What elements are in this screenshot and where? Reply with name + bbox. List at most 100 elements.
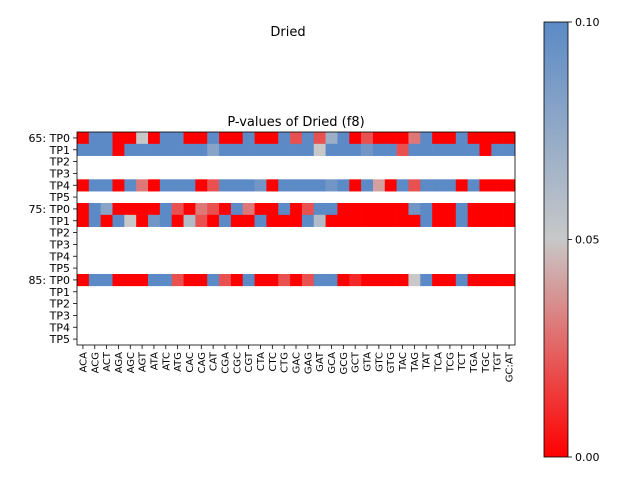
heatmap-cell [219,143,232,156]
heatmap-cell [432,132,445,145]
heatmap-cell [278,179,291,192]
heatmap-cell [455,179,468,192]
heatmap-cell [325,274,338,287]
plot-frame [76,131,516,346]
heatmap-cell [503,274,516,287]
heatmap-cell [100,203,113,216]
heatmap-cell [112,274,125,287]
heatmap-cell [361,179,374,192]
heatmap-cell [325,143,338,156]
column-label: CAC [185,352,196,373]
heatmap-cell [77,143,90,156]
heatmap-cell [278,214,291,227]
heatmap-cell [195,179,208,192]
column-label: ACG [90,352,101,373]
heatmap-cell [337,214,350,227]
heatmap-cell [384,132,397,145]
heatmap-cell [491,179,504,192]
heatmap-cell [207,143,220,156]
heatmap-cell [136,214,149,227]
column-label: GTC [374,352,385,372]
heatmap-cell [88,274,101,287]
heatmap-cell [361,143,374,156]
heatmap-cell [88,203,101,216]
heatmap-cell [124,179,137,192]
heatmap-cell [372,132,386,145]
heatmap-cell [408,203,421,216]
heatmap-cell [432,179,445,192]
heatmap-cell [408,143,421,156]
heatmap-cell [420,214,433,227]
heatmap-cell [408,179,421,192]
heatmap-cell [467,179,480,192]
heatmap-cell [396,274,409,287]
heatmap-cell [443,143,457,156]
heatmap-cell [242,132,255,145]
heatmap-cell [313,179,326,192]
heatmap-cell [266,143,279,156]
row-label: TP3 [49,309,70,322]
heatmap-cell [124,143,137,156]
heatmap-cell [183,214,196,227]
heatmap-cell [408,214,421,227]
heatmap-cell [479,143,492,156]
heatmap-cell [148,203,161,216]
heatmap-cell [408,132,421,145]
heatmap-cell [349,179,362,192]
heatmap-cell [124,214,137,227]
heatmap-cell [230,274,244,287]
heatmap-cell [207,214,220,227]
heatmap-cell [479,132,492,145]
heatmap-cell [136,143,149,156]
heatmap-cell [159,274,172,287]
column-label: CGA [220,352,231,374]
column-label: CGC [232,352,243,374]
heatmap-cell [491,203,504,216]
column-label: ATA [149,352,160,370]
heatmap-cell [100,132,113,145]
heatmap-cell [77,179,90,192]
heatmap-cell [219,274,232,287]
figure-title: Dried [270,25,305,40]
colorbar [543,21,569,458]
row-label: TP4 [49,250,70,263]
heatmap-cell [384,179,397,192]
heatmap-cell [479,203,492,216]
heatmap-cell [503,143,516,156]
row-label: TP5 [49,191,70,204]
column-label: GCT [351,351,362,373]
heatmap-cell [159,214,172,227]
heatmap-cell [372,203,386,216]
heatmap-cell [219,132,232,145]
heatmap-cell [301,203,315,216]
heatmap-cell [207,274,220,287]
heatmap-cell [100,179,113,192]
heatmap-cell [349,274,362,287]
heatmap-cell [112,143,125,156]
heatmap-cell [396,203,409,216]
heatmap-cell [88,214,101,227]
heatmap-cell [290,214,303,227]
heatmap-cell [207,203,220,216]
heatmap-cell [148,214,161,227]
heatmap-cell [290,143,303,156]
heatmap-cell [372,179,386,192]
row-label: TP3 [49,238,70,251]
colorbar-ticks: 0.00 0.05 0.10 [568,16,600,464]
heatmap-cell [230,143,244,156]
column-label: TGA [469,352,480,374]
heatmap-cell [491,132,504,145]
heatmap-cell [124,203,137,216]
heatmap-cell [254,274,267,287]
row-label: TP1 [49,215,70,228]
heatmap-cell [112,132,125,145]
heatmap-cell [325,132,338,145]
heatmap-cell [183,274,196,287]
heatmap-title: P-values of Dried (f8) [227,115,364,130]
heatmap-cell [491,143,504,156]
heatmap-cell [88,143,101,156]
heatmap-cell [159,203,172,216]
column-label: AGT [138,351,149,372]
heatmap-cell [503,132,516,145]
